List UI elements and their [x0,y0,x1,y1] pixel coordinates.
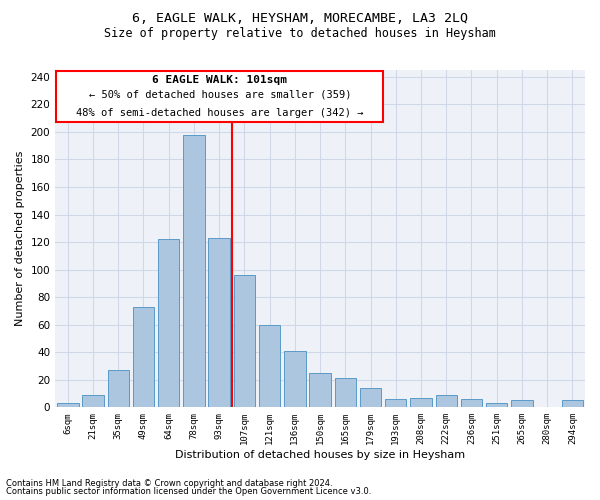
Bar [133,307,154,408]
Bar [259,324,280,407]
Text: ← 50% of detached houses are smaller (359): ← 50% of detached houses are smaller (35… [89,90,351,100]
Bar [360,388,381,407]
Text: Contains HM Land Registry data © Crown copyright and database right 2024.: Contains HM Land Registry data © Crown c… [6,478,332,488]
Bar [82,395,104,407]
Bar [57,403,79,407]
Bar [385,399,406,407]
Bar [511,400,533,407]
Bar [158,240,179,408]
Bar [461,399,482,407]
Bar [183,134,205,407]
Text: 6 EAGLE WALK: 101sqm: 6 EAGLE WALK: 101sqm [152,75,287,85]
Bar [107,370,129,408]
Y-axis label: Number of detached properties: Number of detached properties [15,151,25,326]
Bar [335,378,356,408]
Text: 48% of semi-detached houses are larger (342) →: 48% of semi-detached houses are larger (… [76,108,364,118]
Bar [562,400,583,407]
X-axis label: Distribution of detached houses by size in Heysham: Distribution of detached houses by size … [175,450,465,460]
FancyBboxPatch shape [56,72,383,122]
Text: Size of property relative to detached houses in Heysham: Size of property relative to detached ho… [104,28,496,40]
Text: Contains public sector information licensed under the Open Government Licence v3: Contains public sector information licen… [6,488,371,496]
Bar [310,373,331,408]
Bar [486,403,508,407]
Bar [233,275,255,407]
Bar [410,398,432,407]
Text: 6, EAGLE WALK, HEYSHAM, MORECAMBE, LA3 2LQ: 6, EAGLE WALK, HEYSHAM, MORECAMBE, LA3 2… [132,12,468,26]
Bar [436,395,457,407]
Bar [284,351,305,408]
Bar [208,238,230,408]
